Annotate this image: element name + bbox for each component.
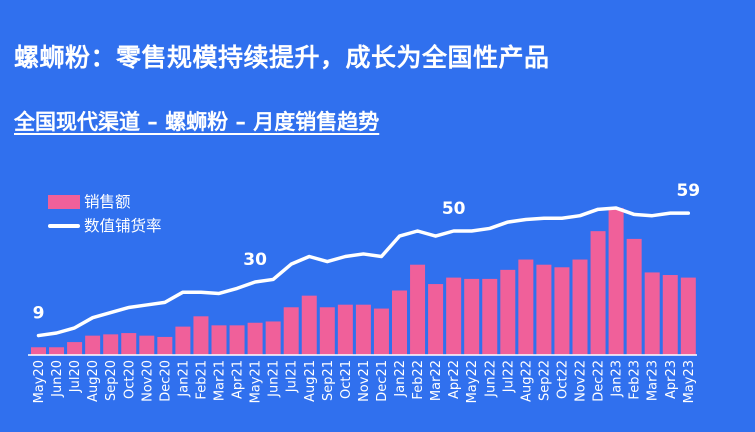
x-tick-Mar21: Mar21	[213, 360, 228, 401]
data-label-0: 9	[33, 304, 45, 324]
x-tick-May22: May22	[465, 360, 480, 403]
x-tick-labels: May20 Jun20 Jul20 Aug20 Sep20 Oct20 Nov20 Dec20…	[32, 360, 697, 403]
chart-legend: 销售额 数值铺货率	[48, 190, 162, 238]
x-tick-Feb23: Feb23	[628, 360, 643, 400]
legend-item-bar: 销售额	[48, 190, 162, 214]
x-tick-Oct21: Oct21	[339, 360, 354, 399]
bar-Jun21	[265, 321, 281, 355]
bar-Mar21	[211, 325, 227, 355]
bar-May22	[464, 278, 480, 355]
page-title: 螺蛳粉：零售规模持续提升，成长为全国性产品	[14, 43, 550, 72]
data-label-2: 50	[442, 199, 466, 219]
x-tick-Jun21: Jun21	[267, 360, 282, 398]
x-tick-Dec22: Dec22	[592, 360, 607, 402]
x-tick-Jan22: Jan22	[393, 360, 408, 398]
bars-layer	[31, 207, 696, 355]
x-tick-Sep21: Sep21	[321, 360, 336, 401]
x-tick-Mar22: Mar22	[429, 360, 444, 401]
bar-Aug20	[85, 335, 101, 355]
bar-Nov21	[355, 304, 371, 355]
bar-Jun22	[482, 278, 498, 355]
x-tick-Nov21: Nov21	[357, 360, 372, 402]
x-tick-Oct20: Oct20	[122, 360, 137, 399]
page-subtitle: 全国现代渠道 – 螺蛳粉 – 月度销售趋势	[14, 110, 380, 134]
x-tick-Nov22: Nov22	[574, 360, 589, 402]
bar-Apr22	[446, 277, 462, 355]
x-tick-May23: May23	[682, 360, 697, 403]
bar-Dec20	[157, 336, 173, 355]
x-tick-Dec21: Dec21	[375, 360, 390, 402]
x-tick-Jun22: Jun22	[483, 360, 498, 398]
bar-Feb22	[410, 264, 426, 355]
x-tick-Aug22: Aug22	[519, 360, 534, 402]
bar-Jan22	[392, 290, 407, 355]
x-tick-Apr23: Apr23	[664, 360, 679, 399]
bar-Dec21	[373, 308, 389, 355]
x-tick-Dec20: Dec20	[158, 360, 173, 402]
bar-Jul20	[67, 342, 83, 355]
x-tick-May20: May20	[32, 360, 47, 403]
x-tick-Jul20: Jul20	[68, 360, 83, 393]
x-tick-Aug21: Aug21	[303, 360, 318, 402]
x-tick-Feb21: Feb21	[194, 360, 209, 400]
x-tick-Nov20: Nov20	[140, 360, 155, 402]
bar-Aug22	[518, 259, 534, 355]
legend-item-line: 数值铺货率	[48, 214, 162, 238]
bar-Sep20	[103, 334, 119, 355]
legend-label-bar: 销售额	[84, 193, 131, 211]
bar-Dec22	[590, 231, 606, 355]
x-tick-Apr21: Apr21	[231, 360, 246, 399]
legend-swatch-line	[48, 224, 80, 228]
labels-layer: 9 30 50 59	[33, 181, 701, 323]
x-tick-Oct22: Oct22	[555, 360, 570, 399]
bar-Jul21	[283, 307, 299, 355]
bar-Nov22	[572, 259, 588, 355]
x-tick-Sep22: Sep22	[537, 360, 552, 401]
x-tick-Mar23: Mar23	[646, 360, 661, 401]
legend-swatch-bar	[48, 195, 80, 209]
bar-Jan21	[175, 326, 191, 355]
x-tick-Aug20: Aug20	[86, 360, 101, 402]
bar-Jan23	[608, 207, 624, 355]
bar-Apr21	[229, 325, 245, 355]
line-layer	[36, 206, 691, 338]
x-tick-Jun20: Jun20	[50, 360, 65, 398]
bar-Mar23	[644, 272, 660, 355]
bar-May21	[247, 322, 263, 355]
x-tick-Sep20: Sep20	[104, 360, 119, 401]
bar-Jun20	[49, 347, 65, 355]
bar-Apr23	[662, 275, 678, 355]
x-tick-Jul21: Jul21	[285, 360, 300, 393]
x-tick-May21: May21	[249, 360, 264, 403]
x-tick-Feb22: Feb22	[411, 360, 426, 400]
bar-Aug21	[301, 295, 317, 355]
bar-Mar22	[428, 284, 444, 355]
bar-Feb21	[193, 316, 209, 355]
bar-May20	[31, 347, 46, 355]
bar-Oct21	[337, 304, 353, 355]
bar-Jul22	[500, 269, 516, 355]
legend-label-line: 数值铺货率	[84, 217, 162, 235]
bar-May23	[680, 277, 696, 355]
bar-Nov20	[139, 335, 155, 355]
bar-Oct20	[121, 333, 137, 355]
bar-Oct22	[554, 267, 570, 355]
x-tick-Apr22: Apr22	[447, 360, 462, 399]
x-tick-Jan21: Jan21	[176, 360, 191, 398]
data-label-1: 30	[243, 250, 267, 270]
data-label-3: 59	[676, 181, 700, 201]
x-tick-Jan23: Jan23	[610, 360, 625, 398]
bar-Feb23	[626, 238, 642, 355]
bar-Sep22	[536, 264, 552, 355]
bar-Sep21	[319, 307, 335, 355]
x-tick-Jul22: Jul22	[501, 360, 516, 393]
